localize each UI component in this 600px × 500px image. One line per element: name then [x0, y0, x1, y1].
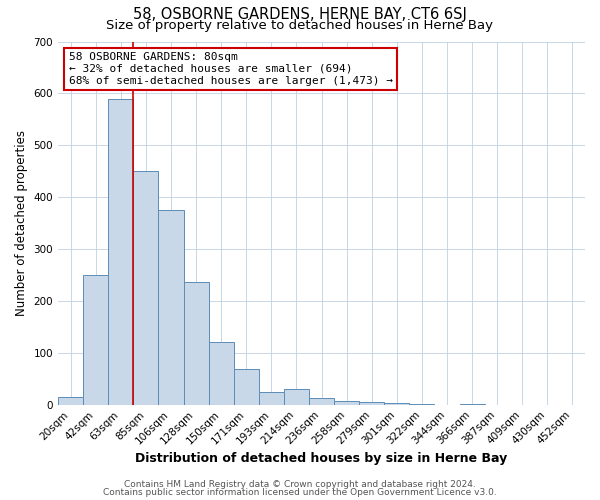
Bar: [359, 402, 384, 404]
Text: 58, OSBORNE GARDENS, HERNE BAY, CT6 6SJ: 58, OSBORNE GARDENS, HERNE BAY, CT6 6SJ: [133, 8, 467, 22]
X-axis label: Distribution of detached houses by size in Herne Bay: Distribution of detached houses by size …: [136, 452, 508, 465]
Text: Contains HM Land Registry data © Crown copyright and database right 2024.: Contains HM Land Registry data © Crown c…: [124, 480, 476, 489]
Y-axis label: Number of detached properties: Number of detached properties: [15, 130, 28, 316]
Bar: [259, 392, 284, 404]
Text: Size of property relative to detached houses in Herne Bay: Size of property relative to detached ho…: [107, 19, 493, 32]
Bar: [309, 398, 334, 404]
Bar: [83, 275, 108, 404]
Bar: [158, 210, 184, 404]
Bar: [384, 403, 409, 404]
Bar: [108, 98, 133, 405]
Text: 58 OSBORNE GARDENS: 80sqm
← 32% of detached houses are smaller (694)
68% of semi: 58 OSBORNE GARDENS: 80sqm ← 32% of detac…: [68, 52, 392, 86]
Bar: [58, 397, 83, 404]
Bar: [209, 342, 233, 404]
Bar: [334, 400, 359, 404]
Text: Contains public sector information licensed under the Open Government Licence v3: Contains public sector information licen…: [103, 488, 497, 497]
Bar: [284, 388, 309, 404]
Bar: [133, 171, 158, 404]
Bar: [233, 370, 259, 404]
Bar: [184, 282, 209, 405]
